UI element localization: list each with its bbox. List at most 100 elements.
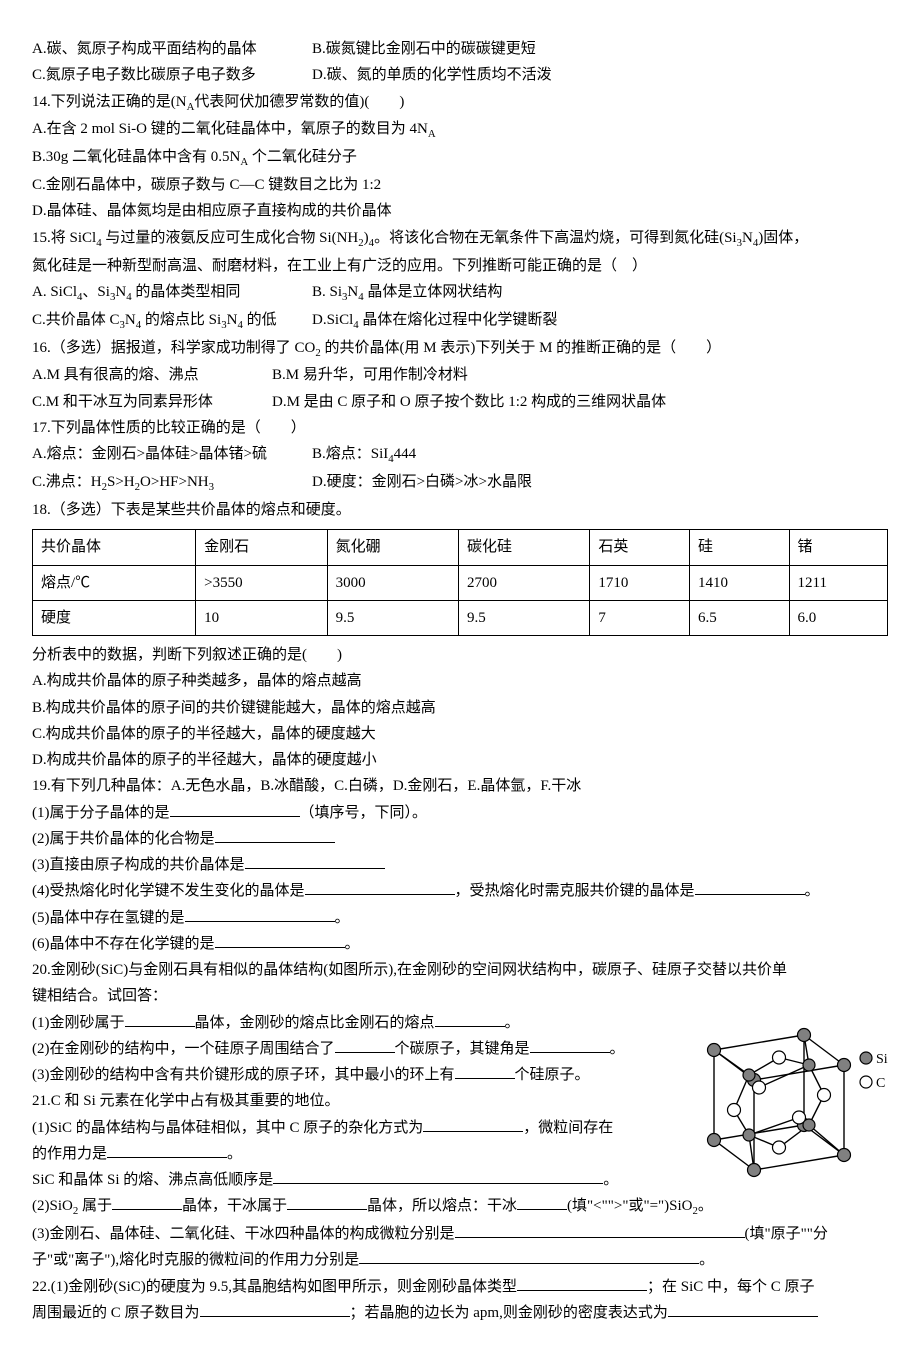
- figure-wrap: SiC (1)金刚砂属于晶体，金刚砂的熔点比金刚石的熔点。 (2)在金刚砂的结构…: [32, 1010, 888, 1194]
- q17-d: D.硬度：金刚石>白磷>冰>水晶限: [312, 469, 532, 497]
- blank: [200, 1300, 350, 1317]
- q17-opts-cd: C.沸点：H2S>H2O>HF>NH3 D.硬度：金刚石>白磷>冰>水晶限: [32, 469, 888, 497]
- td: 6.5: [689, 600, 789, 635]
- q21-s2: (2)SiO2 属于 晶体，干冰属于 晶体，所以熔点：干冰 (填"<"">"或"=")…: [32, 1193, 888, 1221]
- q19-s6: (6)晶体中不存在化学键的是 。: [32, 931, 888, 957]
- period: 。: [505, 1015, 520, 1031]
- th-2: 氮化硼: [327, 530, 458, 565]
- q14-d: D.晶体硅、晶体氮均是由相应原子直接构成的共价晶体: [32, 198, 888, 224]
- q13-c: C.氮原子电子数比碳原子电子数多: [32, 62, 312, 88]
- period: 。: [227, 1146, 242, 1162]
- sic-svg: Si C: [694, 1010, 894, 1185]
- q15-opts-cd: C.共价晶体 C3N4 的熔点比 Si3N4 的低 D.SiCl4 晶体在熔化过…: [32, 307, 888, 335]
- th-3: 碳化硅: [458, 530, 589, 565]
- q15-stem1: 15.将 SiCl4 与过量的液氨反应可生成化合物 Si(NH2)4。将该化合物…: [32, 225, 888, 253]
- q22-s1d: ；若晶胞的边长为 apm,则金刚砂的密度表达式为: [350, 1305, 668, 1321]
- blank: [455, 1222, 745, 1239]
- td: 1211: [789, 565, 887, 600]
- blank: [435, 1010, 505, 1027]
- q13-a: A.碳、氮原子构成平面结构的晶体: [32, 36, 312, 62]
- q14-b: B.30g 二氧化硅晶体中含有 0.5NA 个二氧化硅分子: [32, 144, 888, 172]
- td: >3550: [196, 565, 327, 600]
- blank: [170, 800, 300, 817]
- q19-s1: (1)属于分子晶体的是（填序号，下同）。: [32, 800, 888, 826]
- q20-s2b: 个碳原子，其键角是: [395, 1041, 530, 1057]
- q21-s2d: (填"<"">"或"=")SiO2。: [567, 1198, 713, 1214]
- blank: [273, 1168, 603, 1185]
- q22-s1c-t: 周围最近的 C 原子数目为: [32, 1305, 200, 1321]
- q21-s1a-t: (1)SiC 的晶体结构与晶体硅相似，其中 C 原子的杂化方式为: [32, 1120, 423, 1136]
- blank: [455, 1063, 515, 1080]
- svg-text:C: C: [876, 1076, 885, 1091]
- q15-b: B. Si3N4 晶体是立体网状结构: [312, 279, 502, 307]
- q16-d: D.M 是由 C 原子和 O 原子按个数比 1:2 构成的三维网状晶体: [272, 389, 666, 415]
- q21-s2a: (2)SiO2 属于: [32, 1198, 112, 1214]
- td: 3000: [327, 565, 458, 600]
- q22-s1c: 周围最近的 C 原子数目为 ；若晶胞的边长为 apm,则金刚砂的密度表达式为: [32, 1300, 888, 1326]
- period: 。: [699, 1252, 714, 1268]
- q19-s5a: (5)晶体中存在氢键的是: [32, 910, 185, 926]
- q19-s4b: ，受热熔化时需克服共价键的晶体是: [455, 883, 695, 899]
- q18-table: 共价晶体 金刚石 氮化硼 碳化硅 石英 硅 锗 熔点/℃ >3550 3000 …: [32, 529, 888, 636]
- td: 7: [590, 600, 690, 635]
- q21-s3c-t: 子"或"离子"),熔化时克服的微粒间的作用力分别是: [32, 1252, 359, 1268]
- q15-c: C.共价晶体 C3N4 的熔点比 Si3N4 的低: [32, 307, 312, 335]
- td: 1710: [590, 565, 690, 600]
- td: 9.5: [327, 600, 458, 635]
- q17-opts-ab: A.熔点：金刚石>晶体硅>晶体锗>硫 B.熔点：SiI4444: [32, 441, 888, 469]
- q13-opts-ab: A.碳、氮原子构成平面结构的晶体 B.碳氮键比金刚石中的碳碳键更短: [32, 36, 888, 62]
- q20-s1b: 晶体，金刚砂的熔点比金刚石的熔点: [195, 1015, 435, 1031]
- q21-s3a: (3)金刚石、晶体硅、二氧化硅、干冰四种晶体的构成微粒分别是(填"原子""分: [32, 1221, 888, 1247]
- q19-s3a: (3)直接由原子构成的共价晶体是: [32, 857, 245, 873]
- q13-opts-cd: C.氮原子电子数比碳原子电子数多 D.碳、氮的单质的化学性质均不活泼: [32, 62, 888, 88]
- q21-s2b: 晶体，干冰属于: [182, 1198, 287, 1214]
- q15-d: D.SiCl4 晶体在熔化过程中化学键断裂: [312, 307, 557, 335]
- q16-opts-cd: C.M 和干冰互为同素异形体 D.M 是由 C 原子和 O 原子按个数比 1:2…: [32, 389, 888, 415]
- q18-d: D.构成共价晶体的原子的半径越大，晶体的硬度越小: [32, 747, 888, 773]
- q15-stem2: 氮化硅是一种新型耐高温、耐磨材料，在工业上有广泛的应用。下列推断可能正确的是（ …: [32, 253, 888, 279]
- blank: [695, 879, 805, 896]
- blank: [517, 1274, 647, 1291]
- table-row: 熔点/℃ >3550 3000 2700 1710 1410 1211: [33, 565, 888, 600]
- td: 2700: [458, 565, 589, 600]
- q21-s3b: (填"原子""分: [745, 1226, 828, 1242]
- q18-stem: 18.（多选）下表是某些共价晶体的熔点和硬度。: [32, 497, 888, 523]
- period: 。: [345, 936, 360, 952]
- q17-c: C.沸点：H2S>H2O>HF>NH3: [32, 469, 312, 497]
- q21-s1c-t: 的作用力是: [32, 1146, 107, 1162]
- q19-s3: (3)直接由原子构成的共价晶体是: [32, 852, 888, 878]
- th-6: 锗: [789, 530, 887, 565]
- q21-s2c: 晶体，所以熔点：干冰: [367, 1198, 517, 1214]
- blank: [215, 931, 345, 948]
- q13-b: B.碳氮键比金刚石中的碳碳键更短: [312, 36, 536, 62]
- q19-s6a: (6)晶体中不存在化学键的是: [32, 936, 215, 952]
- blank: [287, 1194, 367, 1211]
- blank: [305, 879, 455, 896]
- q17-stem: 17.下列晶体性质的比较正确的是（ ）: [32, 415, 888, 441]
- q18-a: A.构成共价晶体的原子种类越多，晶体的熔点越高: [32, 668, 888, 694]
- q14-stem: 14.下列说法正确的是(NA代表阿伏加德罗常数的值)( ): [32, 89, 888, 117]
- q15-a: A. SiCl4、Si3N4 的晶体类型相同: [32, 279, 312, 307]
- blank: [125, 1010, 195, 1027]
- period: 。: [805, 883, 820, 899]
- blank: [112, 1194, 182, 1211]
- svg-text:Si: Si: [876, 1052, 888, 1067]
- blank: [668, 1300, 818, 1317]
- q19-stem: 19.有下列几种晶体：A.无色水晶，B.冰醋酸，C.白磷，D.金刚石，E.晶体氩…: [32, 773, 888, 799]
- q18-c: C.构成共价晶体的原子的半径越大，晶体的硬度越大: [32, 721, 888, 747]
- q17-a: A.熔点：金刚石>晶体硅>晶体锗>硫: [32, 441, 312, 469]
- q19-s1a: (1)属于分子晶体的是: [32, 805, 170, 821]
- blank: [335, 1036, 395, 1053]
- q16-a: A.M 具有很高的熔、沸点: [32, 362, 272, 388]
- td: 9.5: [458, 600, 589, 635]
- q19-s2: (2)属于共价晶体的化合物是: [32, 826, 888, 852]
- td: 1410: [689, 565, 789, 600]
- q18-post: 分析表中的数据，判断下列叙述正确的是( ): [32, 642, 888, 668]
- q14-a: A.在含 2 mol Si-O 键的二氧化硅晶体中，氧原子的数目为 4NA: [32, 116, 888, 144]
- q20-stem2: 键相结合。试回答：: [32, 983, 888, 1009]
- blank: [423, 1115, 523, 1132]
- blank: [185, 905, 335, 922]
- table-row: 硬度 10 9.5 9.5 7 6.5 6.0: [33, 600, 888, 635]
- th-4: 石英: [590, 530, 690, 565]
- period: 。: [603, 1172, 618, 1188]
